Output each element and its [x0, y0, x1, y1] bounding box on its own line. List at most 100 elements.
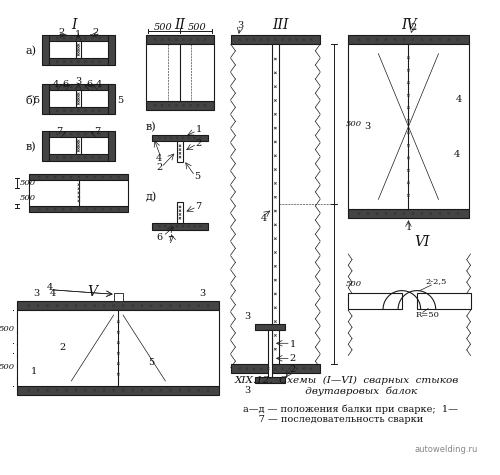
Text: 6: 6: [156, 234, 162, 242]
Bar: [49, 58, 108, 65]
Text: 6: 6: [62, 80, 68, 89]
Text: 7: 7: [94, 127, 100, 136]
Bar: [18, 301, 220, 310]
Text: 500: 500: [20, 193, 36, 201]
Bar: [49, 84, 108, 90]
Text: а): а): [26, 46, 36, 56]
Text: 2: 2: [156, 163, 162, 172]
Text: 500: 500: [154, 23, 172, 32]
Bar: [76, 137, 81, 154]
Bar: [76, 41, 81, 58]
Bar: [255, 324, 286, 330]
Bar: [30, 174, 128, 180]
Bar: [18, 310, 220, 386]
Text: 4: 4: [456, 95, 462, 104]
Text: IV: IV: [402, 19, 417, 32]
Text: 500: 500: [188, 23, 206, 32]
Text: а—д — положения балки при сварке;  1—
     7 — последовательность сварки: а—д — положения балки при сварке; 1— 7 —…: [243, 404, 458, 424]
Text: 4: 4: [96, 80, 102, 89]
Text: 2: 2: [196, 140, 202, 149]
Bar: [49, 154, 108, 161]
Bar: [49, 107, 108, 114]
Bar: [30, 206, 128, 212]
Bar: [230, 35, 320, 44]
Text: в): в): [146, 122, 156, 132]
Text: 4: 4: [50, 289, 56, 298]
Text: 500: 500: [346, 120, 362, 128]
Text: 2: 2: [290, 365, 296, 374]
Text: в): в): [26, 142, 36, 152]
Text: 2: 2: [410, 23, 416, 32]
Text: 1: 1: [76, 30, 82, 39]
Text: 2: 2: [60, 343, 66, 352]
Bar: [152, 223, 208, 229]
Text: 4: 4: [156, 153, 162, 162]
Text: 7: 7: [56, 127, 62, 136]
Bar: [49, 131, 108, 137]
Text: 1: 1: [196, 125, 202, 134]
Bar: [146, 44, 214, 101]
Text: 3: 3: [244, 313, 251, 322]
Text: 5: 5: [194, 172, 200, 181]
Bar: [348, 209, 469, 218]
Text: V: V: [88, 285, 98, 299]
Bar: [108, 84, 115, 114]
Text: R=50: R=50: [416, 311, 440, 319]
Text: 2: 2: [290, 354, 296, 363]
Text: 4: 4: [47, 283, 54, 292]
Bar: [76, 90, 81, 107]
Text: 1: 1: [290, 340, 296, 349]
Bar: [108, 131, 115, 161]
Bar: [114, 294, 123, 301]
Text: б): б): [26, 95, 37, 105]
Text: 4: 4: [52, 80, 59, 89]
Text: 3: 3: [33, 289, 39, 298]
Bar: [30, 180, 128, 206]
Text: 500: 500: [346, 280, 362, 288]
Text: 3: 3: [76, 77, 82, 86]
Bar: [177, 141, 183, 162]
Bar: [348, 44, 469, 209]
Bar: [272, 44, 279, 364]
Text: XIX.12.  Схемы  (I—VI)  сварных  стыков
         двутавровых  балок: XIX.12. Схемы (I—VI) сварных стыков двут…: [234, 376, 458, 396]
Bar: [255, 377, 286, 383]
Text: 500: 500: [0, 325, 16, 333]
Text: 3: 3: [244, 386, 251, 395]
Text: 3: 3: [364, 122, 370, 131]
Text: 2: 2: [92, 28, 98, 38]
Text: II: II: [174, 19, 186, 32]
Text: 500: 500: [0, 363, 16, 371]
Bar: [268, 330, 272, 377]
Bar: [152, 134, 208, 141]
Text: 1: 1: [406, 223, 411, 232]
Bar: [146, 35, 214, 44]
Text: 2: 2: [58, 28, 64, 38]
Text: 5: 5: [118, 96, 124, 105]
Bar: [417, 293, 470, 309]
Text: VI: VI: [414, 235, 430, 249]
Text: 500: 500: [20, 180, 36, 188]
Text: 2-2,5: 2-2,5: [426, 277, 447, 285]
Bar: [177, 202, 183, 223]
Bar: [18, 386, 220, 395]
Bar: [230, 364, 320, 373]
Bar: [42, 35, 49, 65]
Text: 7: 7: [196, 202, 202, 211]
Bar: [146, 101, 214, 110]
Bar: [49, 35, 108, 41]
Text: 3: 3: [237, 21, 243, 30]
Text: д): д): [146, 192, 158, 203]
Text: autowelding.ru: autowelding.ru: [414, 445, 478, 454]
Text: 1: 1: [31, 367, 38, 376]
Text: 5: 5: [33, 96, 39, 105]
Text: 4: 4: [260, 214, 267, 223]
Text: 4: 4: [454, 150, 460, 159]
Text: 7: 7: [168, 236, 173, 245]
Bar: [42, 84, 49, 114]
Text: 3: 3: [200, 289, 205, 298]
Text: I: I: [71, 19, 76, 32]
Text: 6: 6: [86, 80, 92, 89]
Bar: [348, 35, 469, 44]
Bar: [42, 131, 49, 161]
Text: III: III: [272, 19, 289, 32]
